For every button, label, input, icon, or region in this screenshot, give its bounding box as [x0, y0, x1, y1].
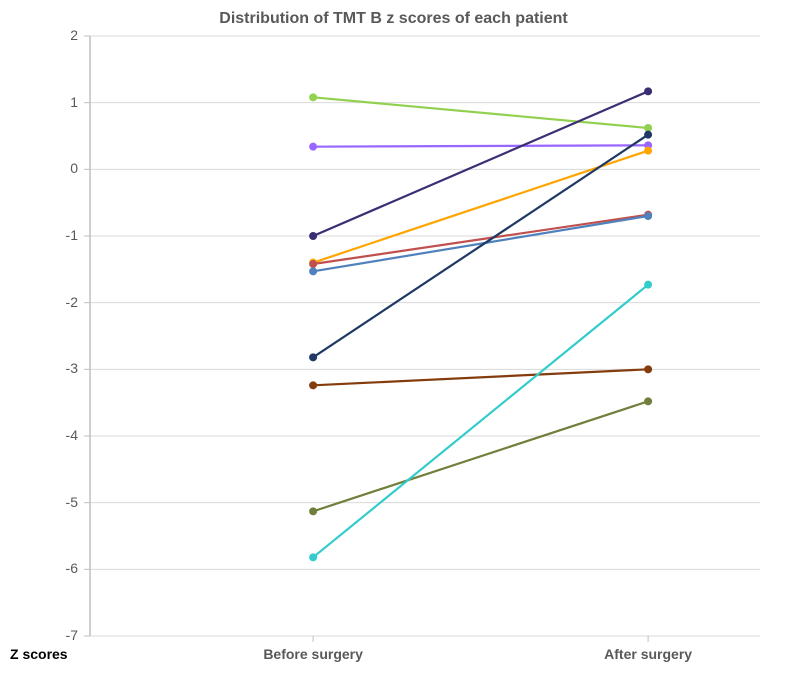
y-tick-label: -3	[0, 360, 78, 376]
axis-corner-label: Z scores	[10, 646, 68, 662]
y-tick-label: -7	[0, 627, 78, 643]
y-tick-label: 2	[0, 27, 78, 43]
x-tick-label: Before surgery	[233, 646, 393, 662]
x-tick-label: After surgery	[568, 646, 728, 662]
y-tick-label: -1	[0, 227, 78, 243]
y-tick-label: -6	[0, 560, 78, 576]
y-tick-label: -5	[0, 494, 78, 510]
plot-area	[0, 0, 787, 688]
chart-title: Distribution of TMT B z scores of each p…	[0, 10, 787, 28]
y-tick-label: 0	[0, 160, 78, 176]
y-tick-label: -2	[0, 294, 78, 310]
y-tick-label: 1	[0, 94, 78, 110]
chart-container: Distribution of TMT B z scores of each p…	[0, 0, 787, 688]
y-tick-label: -4	[0, 427, 78, 443]
